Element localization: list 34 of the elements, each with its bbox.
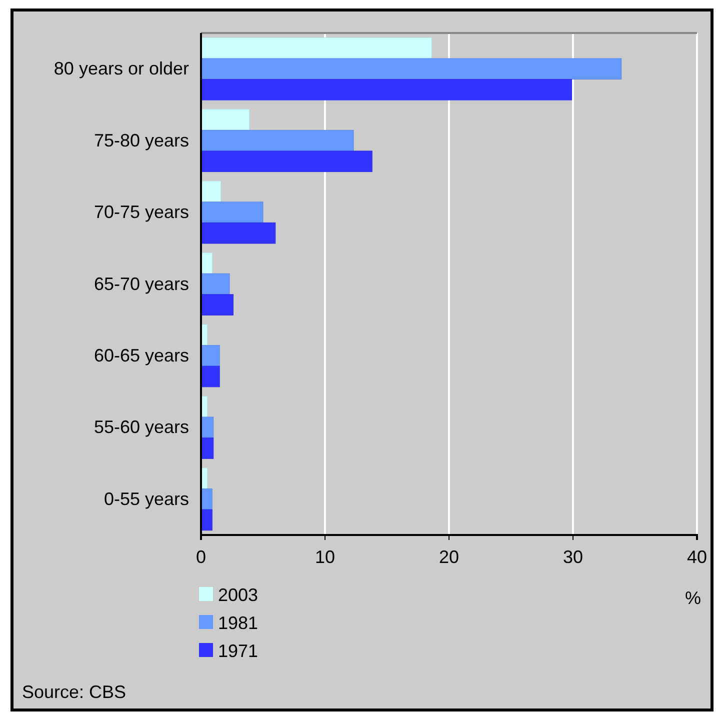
y-tick-label: 55-60 years — [94, 417, 189, 438]
bar — [200, 366, 220, 388]
y-tick-label: 0-55 years — [104, 488, 189, 509]
bar — [200, 130, 354, 152]
y-tick-label: 80 years or older — [54, 58, 189, 79]
bar — [200, 202, 264, 223]
y-tick-label: 75-80 years — [94, 130, 189, 150]
legend-label: 2003 — [218, 585, 258, 605]
bar — [200, 438, 214, 459]
bar — [200, 150, 372, 172]
source-note: Source: CBS — [22, 682, 126, 702]
x-tick-label: 0 — [196, 546, 206, 567]
legend-label: 1971 — [218, 641, 258, 661]
y-tick-label: 60-65 years — [94, 345, 189, 366]
x-tick-label: 30 — [562, 546, 584, 567]
bar — [200, 273, 230, 295]
y-tick-label: 70-75 years — [94, 202, 189, 222]
x-tick-label: 40 — [686, 546, 708, 567]
bar — [200, 294, 234, 316]
bar — [200, 345, 220, 366]
bar — [200, 509, 212, 531]
legend-label: 1981 — [218, 613, 258, 633]
bar — [200, 488, 212, 510]
x-tick-label: 20 — [438, 546, 460, 567]
bar — [200, 416, 214, 438]
bar — [200, 180, 222, 202]
x-axis-title: % — [684, 588, 702, 608]
y-tick-label: 65-70 years — [94, 274, 189, 294]
bar — [200, 109, 250, 130]
bar — [200, 79, 572, 100]
bar — [200, 37, 432, 59]
bar — [200, 222, 276, 244]
bar — [200, 58, 622, 80]
x-tick-label: 10 — [314, 546, 336, 567]
